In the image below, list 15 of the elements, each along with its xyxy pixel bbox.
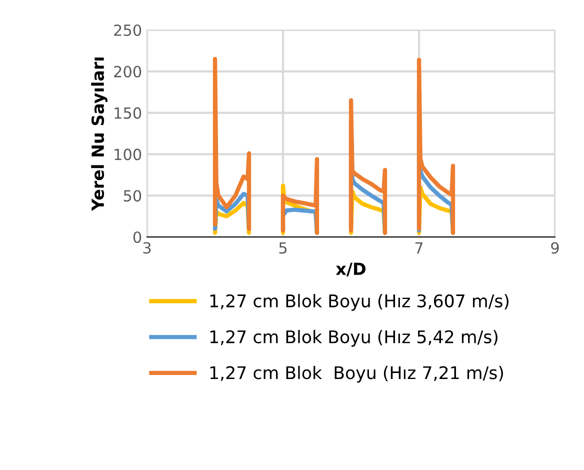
legend-label: 1,27 cm Blok Boyu (Hız 3,607 m/s) [210, 294, 508, 311]
x-axis-title: x/D [336, 262, 366, 276]
y-tick-label: 150 [114, 107, 142, 119]
y-tick-label: 100 [114, 148, 142, 160]
y-tick-label: 50 [124, 190, 142, 202]
y-tick-label: 200 [114, 66, 142, 78]
x-tick-label: 9 [551, 242, 559, 254]
y-axis-title: Yerel Nu Sayıları [91, 58, 108, 212]
x-tick-label: 3 [143, 242, 151, 254]
y-tick-label: 250 [114, 24, 142, 36]
y-tick-label: 0 [133, 231, 142, 244]
legend-label: 1,27 cm Blok Boyu (Hız 5,42 m/s) [210, 330, 498, 347]
x-tick-label: 5 [279, 242, 287, 254]
legend-label: 1,27 cm Blok Boyu (Hız 7,21 m/s) [210, 366, 503, 383]
x-tick-label: 7 [415, 242, 423, 254]
